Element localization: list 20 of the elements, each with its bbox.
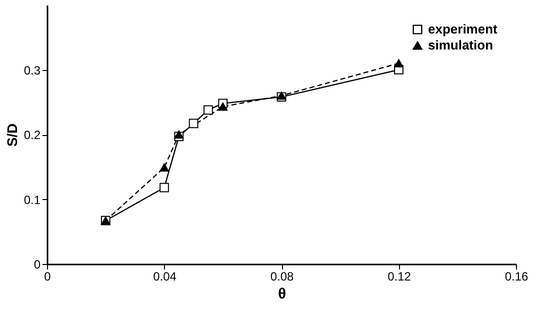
y-tick-label: 0 — [34, 258, 41, 272]
x-tick-label: 0 — [44, 270, 52, 284]
x-tick-label: 0.08 — [270, 270, 294, 284]
x-axis-title: θ — [278, 286, 286, 302]
x-tick-label: 0.16 — [504, 270, 528, 284]
point — [204, 105, 213, 115]
point — [160, 182, 169, 192]
legend-label: simulation — [428, 38, 494, 52]
point — [188, 118, 198, 128]
y-tick-label: 0.3 — [24, 63, 41, 78]
point — [160, 163, 169, 172]
legend-label: experiment — [428, 22, 498, 36]
point — [218, 102, 228, 111]
y-axis-title: S/D — [4, 123, 20, 147]
x-tick-label: 0.12 — [388, 270, 412, 284]
point — [394, 59, 404, 68]
y-tick-label: 0.2 — [24, 128, 41, 142]
y-tick-label: 0.1 — [24, 192, 41, 207]
point — [174, 130, 184, 139]
x-tick-label: 0.04 — [153, 270, 177, 284]
